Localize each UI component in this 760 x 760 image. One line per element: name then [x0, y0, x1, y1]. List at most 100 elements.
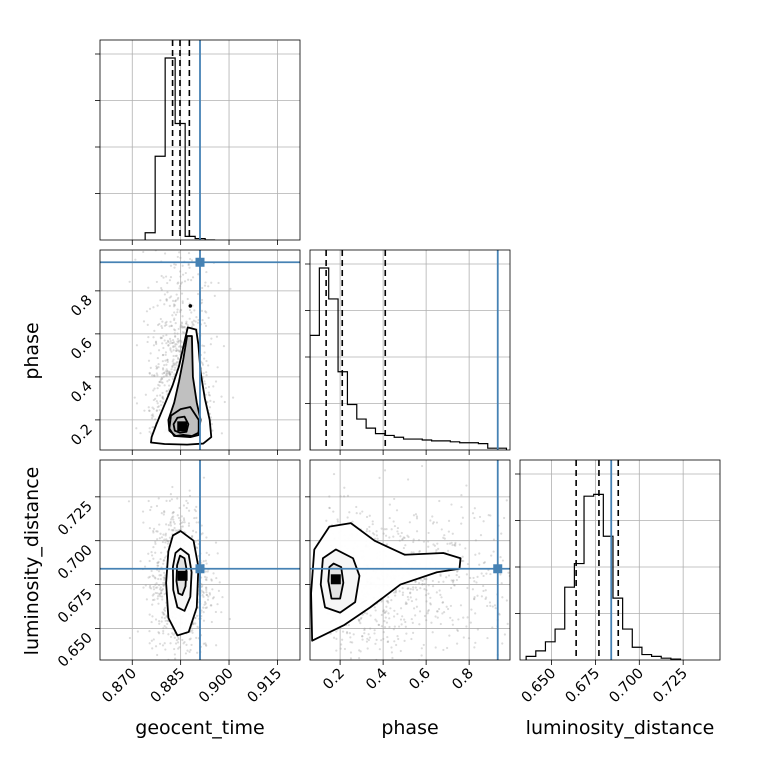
sample-point [164, 541, 167, 544]
sample-point [423, 614, 427, 618]
sample-point [339, 495, 342, 498]
sample-point [154, 340, 158, 343]
contour-line [168, 406, 200, 438]
sample-point [359, 650, 362, 653]
sample-point [160, 286, 163, 290]
sample-point [167, 372, 170, 375]
sample-point [365, 530, 368, 533]
sample-point [160, 512, 163, 515]
sample-point [153, 374, 156, 377]
sample-point [377, 623, 380, 626]
sample-point [449, 616, 452, 619]
sample-point [142, 250, 145, 254]
sample-point [474, 612, 477, 615]
sample-point [164, 532, 167, 535]
sample-point [567, 560, 569, 562]
sample-point [400, 531, 403, 535]
sample-point [162, 627, 165, 630]
sample-point [169, 339, 172, 343]
sample-point [173, 526, 176, 530]
sample-point [162, 629, 165, 633]
x-tick-label: 0.2 [320, 666, 348, 694]
sample-point [403, 536, 406, 539]
sample-point [181, 210, 183, 212]
sample-point [473, 595, 476, 599]
sample-point [157, 584, 161, 587]
sample-point [391, 656, 394, 660]
sample-point [446, 607, 450, 611]
sample-point [176, 337, 180, 341]
sample-point [205, 359, 208, 363]
sample-point [220, 611, 223, 614]
sample-point [162, 334, 165, 338]
sample-point [157, 349, 161, 352]
sample-point [438, 499, 441, 503]
sample-point [180, 696, 182, 698]
sample-point [167, 528, 171, 531]
sample-point [383, 626, 387, 629]
sample-point [174, 657, 177, 660]
sample-point [398, 539, 401, 542]
sample-point [169, 372, 172, 376]
sample-point [204, 559, 207, 562]
sample-point [179, 339, 183, 342]
x-tick-label: 0.725 [650, 666, 691, 707]
sample-point [157, 595, 160, 598]
sample-point [348, 632, 351, 635]
sample-point [176, 311, 179, 314]
sample-point [154, 577, 157, 580]
sample-point [437, 580, 440, 584]
sample-point [482, 584, 485, 588]
sample-point [382, 532, 385, 535]
sample-point [425, 578, 428, 581]
sample-point [191, 276, 195, 279]
sample-point [458, 575, 461, 579]
sample-point [177, 637, 180, 641]
sample-point [172, 520, 175, 524]
sample-point [411, 631, 415, 634]
sample-point [409, 588, 412, 591]
sample-point [385, 543, 389, 546]
sample-point [155, 504, 159, 508]
sample-point [175, 362, 178, 365]
sample-point [201, 584, 204, 587]
sample-point [158, 380, 161, 384]
sample-point [203, 322, 206, 325]
sample-point [455, 642, 459, 645]
sample-point [480, 572, 483, 575]
x-tick-label: 0.700 [606, 666, 647, 707]
sample-point [346, 516, 349, 519]
sample-point [148, 372, 151, 375]
sample-point [446, 549, 450, 552]
sample-point [170, 528, 173, 532]
sample-point [431, 585, 435, 588]
sample-point [160, 211, 162, 213]
sample-point [192, 622, 195, 626]
sample-point [205, 270, 208, 274]
sample-point [510, 530, 512, 532]
sample-point [402, 536, 405, 539]
sample-point [147, 406, 150, 409]
sample-point [161, 377, 164, 381]
sample-point [415, 588, 419, 592]
sample-point [173, 317, 176, 320]
sample-point [204, 601, 207, 604]
sample-point [429, 519, 432, 522]
sample-point [540, 625, 542, 627]
sample-point [371, 523, 374, 526]
sample-point [346, 494, 350, 497]
sample-point [411, 586, 415, 589]
sample-point [384, 616, 387, 619]
sample-point [174, 299, 177, 302]
sample-point [185, 322, 188, 325]
sample-point [332, 510, 335, 513]
sample-point [386, 640, 390, 643]
sample-point [158, 380, 162, 383]
sample-point [194, 616, 197, 620]
sample-point [206, 570, 209, 573]
sample-point [127, 500, 131, 503]
sample-point [177, 636, 180, 639]
sample-point [159, 574, 163, 577]
sample-point [170, 350, 173, 353]
sample-point [162, 276, 165, 279]
